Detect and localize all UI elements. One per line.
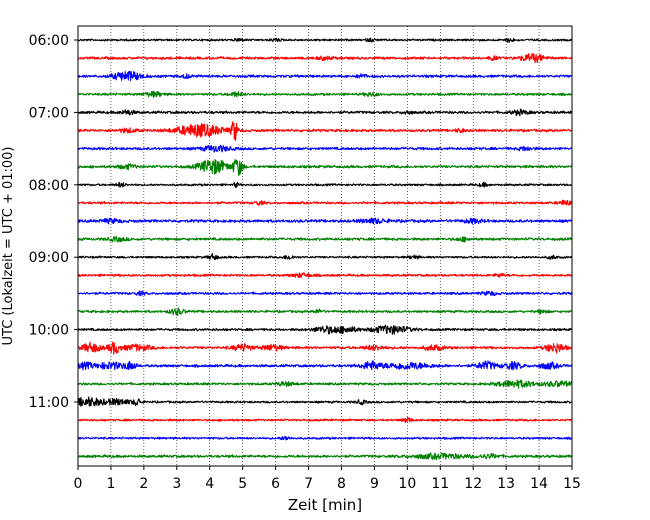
trace-row	[77, 290, 573, 297]
x-tick-label: 14	[530, 476, 548, 492]
trace-row	[77, 379, 573, 389]
trace-row	[77, 217, 573, 225]
trace-row	[77, 452, 573, 461]
x-tick-label: 0	[74, 476, 83, 492]
y-tick-label: 10:00	[29, 323, 69, 339]
y-tick-label: 08:00	[29, 178, 69, 194]
trace-row	[77, 37, 573, 43]
x-tick-label: 3	[172, 476, 181, 492]
x-tick-label: 8	[337, 476, 346, 492]
trace-row	[77, 90, 573, 99]
trace-row	[77, 199, 573, 207]
trace-row	[77, 252, 573, 261]
trace-row	[77, 235, 573, 243]
trace-row	[77, 435, 573, 441]
x-tick-label: 15	[563, 476, 581, 492]
trace-row	[77, 144, 573, 153]
y-axis-label: UTC (Lokalzeit = UTC + 01:00)	[1, 147, 16, 346]
trace-rows	[77, 37, 573, 461]
trace-row	[77, 341, 573, 355]
trace-row	[77, 359, 573, 371]
y-tick-label: 07:00	[29, 105, 69, 121]
trace-row	[77, 53, 573, 64]
y-axis-ticks: 06:00 07:00 08:00 09:00 10:00 11:00	[29, 33, 78, 411]
x-tick-label: 7	[304, 476, 313, 492]
trace-row	[77, 324, 573, 335]
x-tick-label: 9	[370, 476, 379, 492]
x-tick-label: 6	[271, 476, 280, 492]
x-tick-label: 1	[106, 476, 115, 492]
x-tick-label: 10	[398, 476, 416, 492]
y-tick-label: 06:00	[29, 33, 69, 49]
trace-row	[77, 307, 573, 317]
x-tick-label: 5	[238, 476, 247, 492]
plot-frame	[77, 25, 573, 467]
trace-row	[77, 121, 573, 141]
y-tick-label: 11:00	[29, 395, 69, 411]
x-axis-ticks: 0 1 2 3 4 5 6 7 8 9 10 11 12 13 14 15	[74, 466, 581, 492]
x-axis-label: Zeit [min]	[288, 496, 362, 514]
trace-row	[77, 181, 573, 189]
x-tick-label: 13	[497, 476, 515, 492]
y-tick-label: 09:00	[29, 250, 69, 266]
trace-row	[77, 70, 573, 82]
trace-row	[77, 396, 573, 407]
trace-row	[77, 158, 573, 176]
x-tick-label: 2	[139, 476, 148, 492]
trace-row	[77, 272, 573, 278]
x-tick-label: 4	[205, 476, 214, 492]
trace-row	[77, 417, 573, 424]
x-tick-label: 11	[431, 476, 449, 492]
x-tick-label: 12	[464, 476, 482, 492]
vertical-grid	[110, 26, 540, 466]
trace-row	[77, 108, 573, 117]
